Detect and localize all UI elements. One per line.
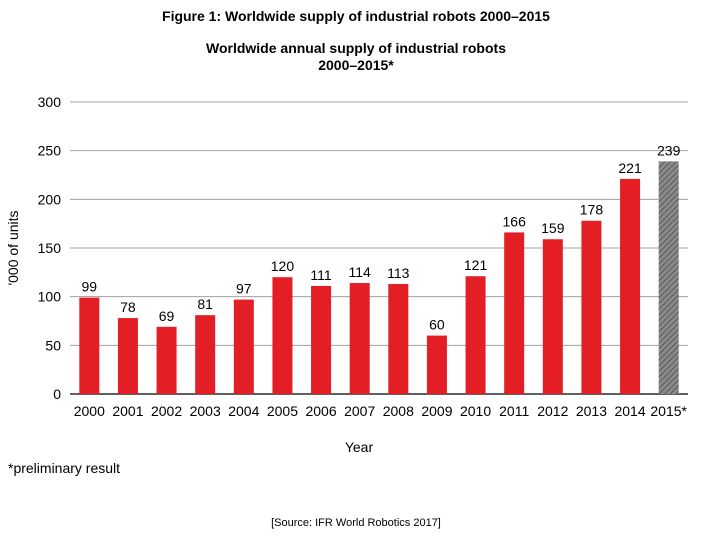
y-tick-label: 150: [38, 240, 62, 256]
data-label: 113: [387, 265, 410, 281]
bar: [542, 239, 563, 394]
x-tick-label: 2011: [499, 403, 529, 419]
chart-title-line2: 2000–2015*: [318, 57, 394, 73]
bar: [233, 299, 254, 394]
bar: [388, 284, 409, 394]
x-tick-label: 2014: [614, 403, 645, 419]
bar: [349, 283, 370, 394]
x-tick-label: 2012: [537, 403, 568, 419]
x-tick-label: 2013: [576, 403, 607, 419]
bar: [581, 220, 602, 394]
y-tick-label: 100: [38, 289, 62, 305]
bars: [79, 161, 679, 394]
data-label: 178: [580, 202, 604, 218]
data-label: 239: [657, 142, 681, 158]
bar-preliminary: [658, 161, 679, 394]
data-label: 121: [464, 257, 488, 273]
bar: [426, 335, 447, 394]
data-label: 78: [120, 299, 136, 315]
data-label: 221: [618, 160, 642, 176]
x-tick-label: 2002: [151, 403, 182, 419]
x-tick-label: 2010: [460, 403, 491, 419]
y-tick-label: 250: [38, 143, 62, 159]
x-tick-label: 2015*: [650, 403, 687, 419]
bar: [79, 297, 100, 394]
bar: [156, 326, 177, 394]
y-tick-labels: 0 50 100 150 200 250 300: [38, 94, 62, 402]
data-label: 81: [197, 296, 213, 312]
bar: [117, 318, 138, 394]
bar: [311, 285, 332, 394]
bar: [465, 276, 486, 394]
y-tick-label: 200: [38, 191, 62, 207]
x-tick-label: 2008: [383, 403, 414, 419]
figure-title: Figure 1: Worldwide supply of industrial…: [162, 8, 550, 24]
data-label: 69: [159, 308, 175, 324]
x-tick-label: 2009: [421, 403, 452, 419]
x-tick-label: 2005: [267, 403, 298, 419]
data-label: 159: [541, 220, 565, 236]
bar: [504, 232, 525, 394]
data-label: 114: [349, 264, 372, 280]
data-label: 166: [503, 213, 527, 229]
y-tick-label: 300: [38, 94, 62, 110]
chart-title: Worldwide annual supply of industrial ro…: [0, 40, 712, 74]
data-label: 120: [271, 258, 295, 274]
data-label: 111: [310, 267, 331, 283]
data-label: 97: [236, 281, 252, 297]
x-axis-label: Year: [345, 439, 374, 455]
x-tick-label: 2004: [228, 403, 259, 419]
data-label: 99: [82, 279, 98, 295]
bar: [195, 315, 216, 394]
x-tick-label: 2001: [112, 403, 143, 419]
chart-title-line1: Worldwide annual supply of industrial ro…: [206, 40, 506, 56]
y-axis-label: '000 of units: [5, 210, 21, 285]
x-tick-label: 2006: [305, 403, 336, 419]
x-tick-label: 2007: [344, 403, 375, 419]
data-label: 60: [429, 317, 445, 333]
source-note: [Source: IFR World Robotics 2017]: [271, 517, 441, 529]
data-labels: 99 78 69 81 97 120 111 114 113 60 121 166 159 178 221 2…: [82, 142, 681, 332]
x-tick-labels: 2000 2001 2002 2003 2004 2005 2006 2007 2008 2009…: [74, 403, 688, 419]
y-tick-label: 0: [53, 386, 61, 402]
x-tick-label: 2000: [74, 403, 105, 419]
x-tick-label: 2003: [190, 403, 221, 419]
y-tick-label: 50: [45, 337, 61, 353]
footnote: *preliminary result: [8, 460, 121, 476]
bar: [620, 178, 641, 394]
bar: [272, 277, 293, 394]
